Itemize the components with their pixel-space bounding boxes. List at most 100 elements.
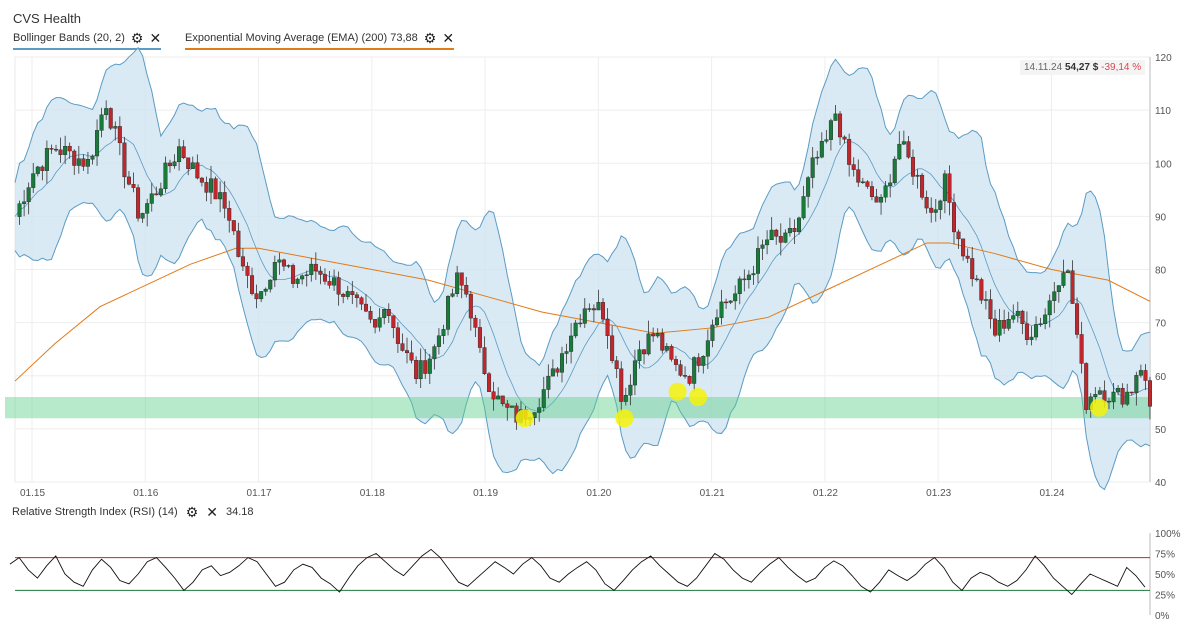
candle-body <box>491 391 496 400</box>
candle-body <box>1038 323 1043 325</box>
highlight-marker <box>689 388 708 406</box>
candle-body <box>619 368 624 402</box>
rsi-y-tick-label: 75% <box>1155 550 1175 561</box>
candle-body <box>929 207 934 213</box>
rsi-y-tick-label: 0% <box>1155 611 1170 622</box>
candle-body <box>974 278 979 281</box>
candle-body <box>1011 315 1016 320</box>
candle-body <box>997 320 1002 336</box>
x-tick-label: 01.21 <box>700 488 725 499</box>
candle-body <box>304 274 309 276</box>
candle-body <box>755 248 760 274</box>
candle-body <box>705 340 710 357</box>
candle-body <box>942 173 947 202</box>
candle-body <box>1015 310 1020 316</box>
candle-body <box>569 335 574 352</box>
candle-body <box>286 265 291 267</box>
candle-body <box>363 303 368 312</box>
close-icon[interactable]: ✕ <box>206 504 218 520</box>
candle-body <box>696 357 701 366</box>
candle-body <box>660 333 665 351</box>
candle-body <box>806 177 811 197</box>
candle-body <box>272 262 277 281</box>
candle-body <box>970 258 975 280</box>
indicator-label: Exponential Moving Average (EMA) (200) 7… <box>185 32 418 44</box>
gear-icon[interactable]: ⚙ <box>185 504 199 520</box>
candle-body <box>1106 400 1111 403</box>
last-point-badge: 14.11.24 54,27 $ -39,14 % <box>1020 60 1146 75</box>
candle-body <box>591 308 596 311</box>
candle-body <box>605 318 610 336</box>
candle-body <box>222 192 227 209</box>
indicator-ema[interactable]: Exponential Moving Average (EMA) (200) 7… <box>185 30 455 50</box>
candle-body <box>54 148 59 151</box>
candle-body <box>1084 363 1089 410</box>
candle-body <box>550 368 555 377</box>
candle-body <box>655 333 660 337</box>
candle-body <box>687 376 692 384</box>
candle-body <box>1097 390 1102 395</box>
candle-body <box>368 311 373 320</box>
x-tick-label: 01.17 <box>247 488 272 499</box>
candle-body <box>728 300 733 303</box>
y-tick-label: 90 <box>1155 212 1167 223</box>
candle-body <box>559 353 564 373</box>
candle-body <box>683 375 688 377</box>
candle-body <box>1116 387 1121 393</box>
candle-body <box>546 375 551 390</box>
indicator-bollinger[interactable]: Bollinger Bands (20, 2) ⚙ ✕ <box>13 30 162 50</box>
candle-body <box>601 302 606 320</box>
rsi-y-tick-label: 100% <box>1155 529 1181 540</box>
candle-body <box>44 148 49 171</box>
candle-body <box>851 164 856 170</box>
candle-body <box>117 126 122 144</box>
candle-body <box>587 308 592 310</box>
candle-body <box>487 373 492 392</box>
candle-body <box>610 335 615 361</box>
candle-body <box>85 159 90 167</box>
candle-body <box>213 178 218 200</box>
candle-body <box>254 293 259 300</box>
price-chart[interactable]: 40 50 60 70 80 90 100 110 120 01.15 01.16 01.17 01.1… <box>0 0 1191 500</box>
candle-body <box>555 368 560 373</box>
bollinger-upper <box>14 46 1151 367</box>
candle-body <box>933 209 938 213</box>
candle-body <box>737 278 742 294</box>
candle-body <box>423 360 428 374</box>
candle-body <box>446 296 451 330</box>
candle-body <box>965 255 970 259</box>
candle-body <box>158 188 163 196</box>
candle-body <box>95 130 100 157</box>
candle-body <box>126 176 131 185</box>
candle-body <box>869 186 874 197</box>
gear-icon[interactable]: ⚙ <box>130 30 144 46</box>
candle-body <box>418 360 423 380</box>
candle-body <box>769 229 774 241</box>
candle-body <box>1075 303 1080 335</box>
rsi-label: Relative Strength Index (RSI) (14) <box>12 506 178 518</box>
candle-body <box>40 166 45 171</box>
rsi-header: Relative Strength Index (RSI) (14) ⚙ ✕ 3… <box>12 505 254 519</box>
candle-body <box>209 178 214 193</box>
bollinger-lower <box>14 202 1151 491</box>
candle-body <box>710 324 715 341</box>
x-tick-label: 01.19 <box>473 488 498 499</box>
candle-body <box>774 229 779 237</box>
candle-body <box>81 158 86 167</box>
close-icon[interactable]: ✕ <box>149 30 162 46</box>
close-icon[interactable]: ✕ <box>442 30 455 46</box>
candle-body <box>350 291 355 295</box>
y-tick-label: 40 <box>1155 478 1167 489</box>
candle-body <box>240 256 245 267</box>
page-title: CVS Health <box>13 11 81 26</box>
candle-body <box>322 274 327 282</box>
gear-icon[interactable]: ⚙ <box>423 30 437 46</box>
candle-body <box>883 185 888 198</box>
candle-body <box>26 187 31 202</box>
indicator-label: Bollinger Bands (20, 2) <box>13 32 125 44</box>
candle-body <box>1102 390 1107 402</box>
candle-body <box>787 228 792 234</box>
candle-body <box>874 196 879 203</box>
candle-body <box>979 279 984 301</box>
candle-body <box>1138 370 1143 376</box>
